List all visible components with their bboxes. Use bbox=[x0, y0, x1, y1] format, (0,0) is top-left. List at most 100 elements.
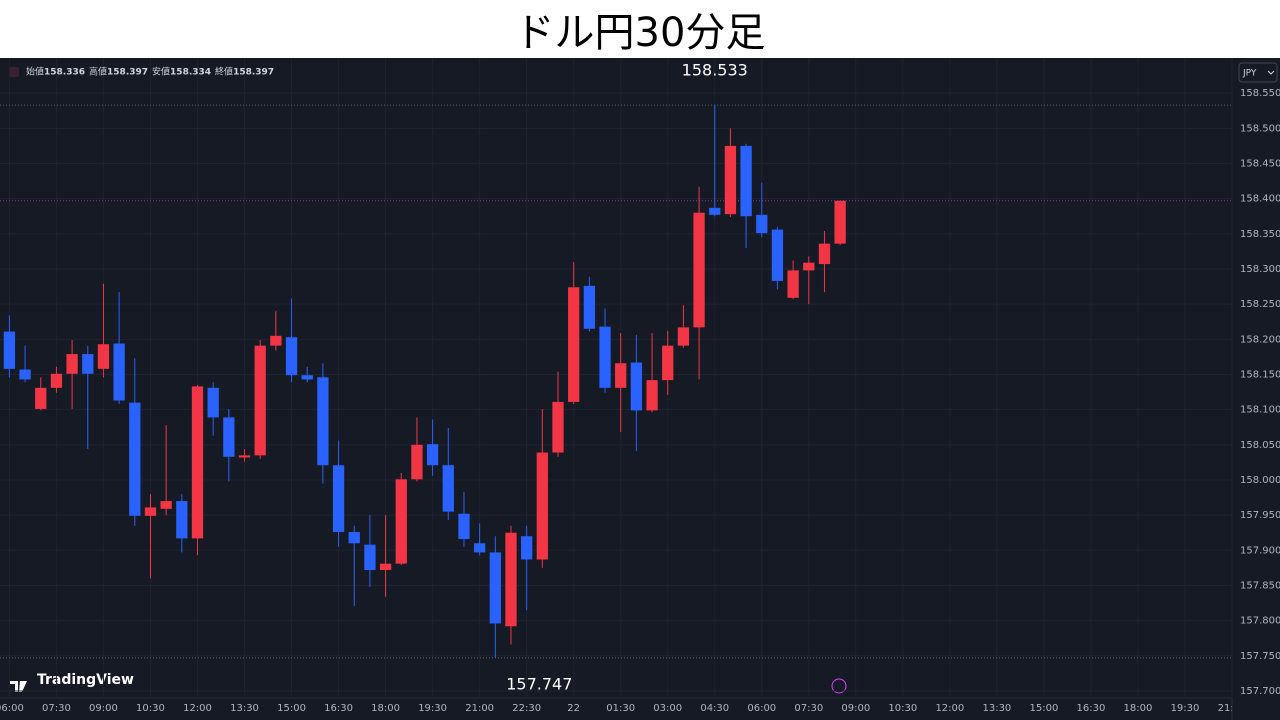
candle-body bbox=[442, 465, 454, 512]
y-tick-label: 158.100 bbox=[1240, 405, 1280, 416]
candle-body bbox=[191, 386, 204, 539]
x-tick-label: 19:30 bbox=[418, 703, 447, 714]
y-tick-label: 157.800 bbox=[1240, 616, 1280, 627]
y-tick-label: 158.450 bbox=[1240, 158, 1280, 169]
page-title: ドル円30分足 bbox=[0, 0, 1280, 58]
candle-body bbox=[270, 335, 282, 346]
candle-body bbox=[113, 343, 125, 401]
candle-body bbox=[724, 145, 737, 215]
ohlc-value: 158.397 bbox=[233, 68, 274, 78]
chart: JPY TradingView 157.700 157.750 157.800 157… bbox=[0, 58, 1280, 720]
candle-body bbox=[599, 326, 611, 388]
x-tick-label: 12:00 bbox=[183, 703, 212, 714]
candle-body bbox=[223, 417, 235, 457]
candle-body bbox=[834, 200, 846, 244]
candle-body bbox=[35, 387, 47, 409]
candle-body bbox=[50, 373, 63, 388]
alert-icon[interactable] bbox=[831, 678, 847, 694]
ohlc-value: 158.334 bbox=[170, 68, 211, 78]
candle-body bbox=[379, 563, 392, 570]
currency-select[interactable] bbox=[1238, 62, 1278, 83]
x-tick-label: 15:00 bbox=[1029, 703, 1058, 714]
candle-body bbox=[332, 465, 345, 533]
x-tick-label: 09:00 bbox=[89, 703, 118, 714]
candle-body bbox=[521, 536, 533, 560]
y-tick-label: 158.400 bbox=[1240, 194, 1280, 205]
ohlc-label: 高値 bbox=[89, 66, 107, 78]
x-tick-label: 09:00 bbox=[841, 703, 870, 714]
x-tick-label: 10:30 bbox=[136, 703, 165, 714]
x-tick-label: 19:30 bbox=[1171, 703, 1200, 714]
x-tick-label: 12:00 bbox=[935, 703, 964, 714]
candle-body bbox=[395, 479, 407, 564]
x-tick-label: 16:30 bbox=[1077, 703, 1106, 714]
y-tick-label: 157.700 bbox=[1240, 686, 1280, 697]
candle-body bbox=[301, 375, 313, 380]
candle-body bbox=[489, 552, 501, 624]
y-tick-label: 158.550 bbox=[1240, 88, 1280, 99]
x-tick-label: 13:30 bbox=[230, 703, 259, 714]
candle-body bbox=[615, 363, 627, 388]
x-tick-label: 22 bbox=[567, 703, 580, 714]
candle-body bbox=[411, 444, 423, 480]
y-tick-label: 158.000 bbox=[1240, 475, 1280, 486]
candle-body bbox=[709, 207, 721, 215]
candle-body bbox=[3, 331, 16, 369]
candle-body bbox=[364, 544, 376, 570]
candle-body bbox=[129, 402, 141, 516]
x-tick-label: 21:00 bbox=[1218, 703, 1247, 714]
candle-body bbox=[787, 270, 799, 298]
candle-body bbox=[505, 532, 517, 627]
symbol-icon bbox=[9, 67, 19, 77]
low-label: 157.747 bbox=[506, 674, 572, 693]
candle-body bbox=[771, 229, 784, 281]
candle-body bbox=[82, 354, 94, 374]
y-tick-label: 158.150 bbox=[1240, 369, 1280, 380]
ohlc-value: 158.397 bbox=[107, 68, 148, 78]
x-tick-label: 15:00 bbox=[277, 703, 306, 714]
candle-body bbox=[285, 337, 298, 376]
x-tick-label: 07:30 bbox=[42, 703, 71, 714]
y-tick-label: 158.500 bbox=[1240, 123, 1280, 134]
candle-body bbox=[426, 444, 439, 466]
ohlc-value: 158.336 bbox=[44, 68, 85, 78]
candle-body bbox=[693, 212, 705, 328]
y-tick-label: 158.350 bbox=[1240, 229, 1280, 240]
high-label: 158.533 bbox=[682, 61, 748, 80]
currency-label: JPY bbox=[1242, 69, 1257, 79]
candle-body bbox=[160, 501, 172, 509]
candle-body bbox=[348, 532, 360, 544]
candle-body bbox=[238, 455, 251, 458]
logo-text: TradingView bbox=[37, 672, 134, 688]
candle-body bbox=[458, 513, 470, 540]
candle-body bbox=[207, 387, 219, 418]
candle-body bbox=[254, 345, 266, 456]
x-tick-label: 18:00 bbox=[1124, 703, 1153, 714]
y-tick-label: 158.200 bbox=[1240, 334, 1280, 345]
candle-body bbox=[568, 287, 580, 402]
x-tick-label: 16:30 bbox=[324, 703, 353, 714]
candle-body bbox=[818, 243, 831, 265]
y-tick-label: 158.050 bbox=[1240, 440, 1280, 451]
y-tick-label: 157.750 bbox=[1240, 651, 1280, 662]
candle-body bbox=[536, 452, 548, 560]
candle-body bbox=[756, 214, 768, 234]
candle-body bbox=[176, 501, 188, 539]
candle-body bbox=[646, 380, 658, 411]
x-tick-label: 21:00 bbox=[465, 703, 494, 714]
select-arrow bbox=[1267, 70, 1275, 75]
y-tick-label: 157.850 bbox=[1240, 580, 1280, 591]
candle-body bbox=[317, 377, 329, 466]
y-tick-label: 158.250 bbox=[1240, 299, 1280, 310]
candle-body bbox=[473, 543, 486, 553]
candle-body bbox=[66, 354, 78, 374]
candle-body bbox=[97, 344, 110, 369]
ohlc-label: 終値 bbox=[215, 66, 233, 78]
x-tick-label: 01:30 bbox=[606, 703, 635, 714]
ohlc-label: 安値 bbox=[152, 66, 170, 78]
candle-body bbox=[552, 401, 564, 453]
x-tick-label: 03:00 bbox=[653, 703, 682, 714]
candle-body bbox=[740, 145, 752, 217]
x-tick-label: 06:00 bbox=[0, 703, 24, 714]
